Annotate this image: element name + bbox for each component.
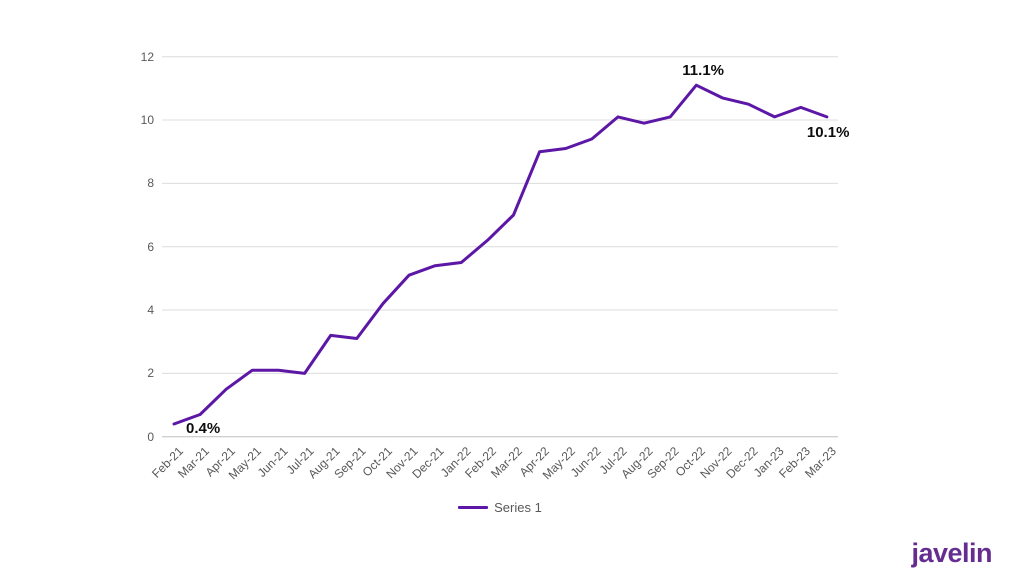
y-axis-tick-label: 4	[147, 303, 154, 318]
chart-legend: Series 1	[162, 497, 838, 517]
series-1-line	[172, 83, 829, 426]
series-1-legend-label: Series 1	[494, 499, 542, 515]
data-point-label: 11.1%	[682, 62, 725, 80]
y-axis-tick-label: 2	[147, 366, 154, 381]
y-axis-tick-label: 10	[140, 113, 154, 128]
javelin-logo: javelin	[911, 538, 992, 568]
y-axis-tick-label: 0	[147, 429, 154, 444]
y-axis-tick-label: 6	[147, 239, 154, 254]
series-1-line-swatch	[458, 505, 489, 509]
data-point-label: 10.1%	[806, 123, 850, 141]
y-axis-tick-label: 8	[147, 176, 154, 191]
y-axis-tick-label: 12	[140, 49, 154, 64]
data-point-label: 0.4%	[186, 420, 221, 438]
